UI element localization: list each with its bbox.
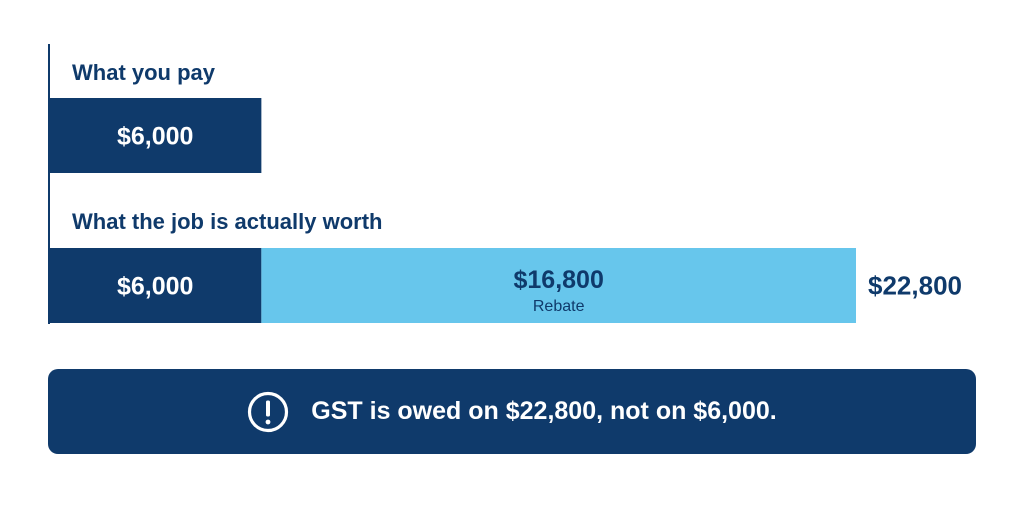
gst-note-text: GST is owed on $22,800, not on $6,000. (311, 397, 777, 425)
exclamation-circle-icon (248, 391, 289, 432)
bars-layer (49, 98, 856, 323)
gst-note-banner: GST is owed on $22,800, not on $6,000. (48, 369, 976, 454)
data-label-row1-series1: $16,800 (513, 266, 603, 294)
total-label-row1: $22,800 (868, 271, 962, 301)
data-labels-layer: $6,000 $6,000 $16,800 Rebate $22,800 (117, 123, 962, 316)
data-label-row1-series0: $6,000 (117, 273, 193, 301)
category-label-what-you-pay: What you pay (72, 60, 216, 85)
data-label-row0-series0: $6,000 (117, 123, 193, 151)
bar-row0-series0 (49, 98, 262, 173)
category-label-job-worth: What the job is actually worth (72, 209, 382, 234)
sublabel-row1-series1: Rebate (533, 298, 585, 315)
bar-row1-series1 (261, 248, 856, 323)
bar-row1-series0 (49, 248, 262, 323)
